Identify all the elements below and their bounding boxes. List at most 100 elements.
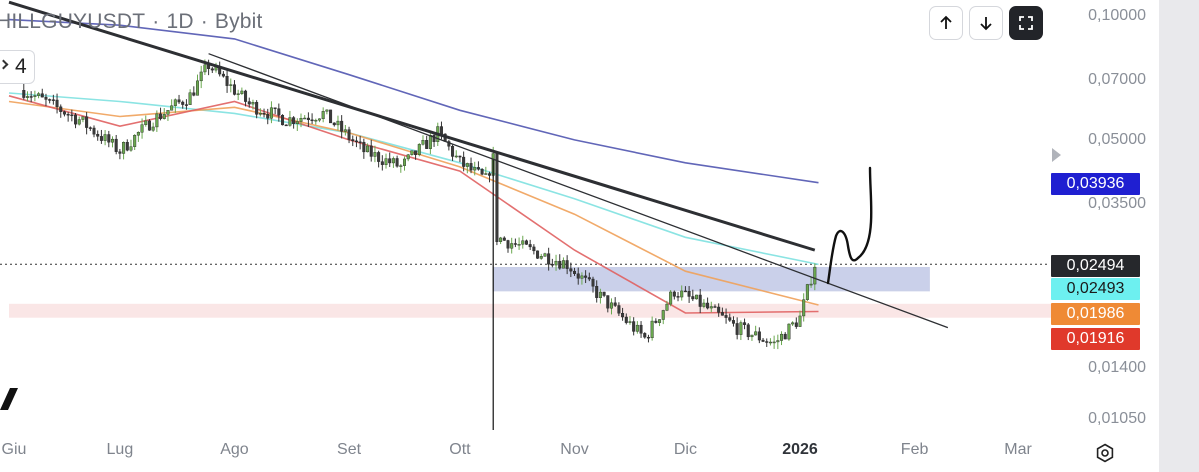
fullscreen-button[interactable]	[1009, 6, 1043, 40]
candle-body	[650, 320, 654, 339]
candle-body	[362, 141, 366, 153]
candle-body	[717, 306, 721, 313]
candle-body	[199, 71, 203, 82]
candle-body	[561, 260, 565, 269]
candle-body	[539, 256, 543, 259]
timeframe[interactable]: 1D	[166, 10, 194, 33]
candle-body	[336, 120, 340, 126]
candle-body	[654, 320, 658, 323]
candle-body	[351, 139, 355, 142]
time-tick: Ago	[220, 441, 249, 458]
candle-body	[332, 122, 336, 126]
candle-body	[573, 270, 577, 274]
candle-body	[665, 303, 669, 311]
red_zone	[9, 303, 1052, 318]
candle-body	[33, 95, 37, 97]
ma-blue-line	[8, 18, 819, 184]
candle-body	[391, 158, 395, 164]
candle-body	[580, 275, 584, 279]
price-tick: 0,01050	[1088, 410, 1146, 427]
candle-body	[672, 291, 676, 297]
chart-settings-button[interactable]	[1093, 441, 1117, 465]
candle-body	[388, 158, 392, 164]
collapse-arrow-icon[interactable]	[1052, 148, 1061, 162]
candle-body	[403, 158, 407, 166]
tradingview-logo-icon	[0, 386, 18, 412]
candle-body	[750, 334, 754, 338]
exchange-separator: ·	[200, 10, 208, 33]
candle-body	[295, 121, 299, 124]
scroll-down-button[interactable]	[969, 6, 1003, 40]
blue_zone	[492, 266, 930, 292]
candle-body	[406, 154, 410, 160]
symbol-title: HILLGUYUSDT · 1D · Bybit	[0, 10, 263, 34]
price-chart[interactable]	[0, 0, 1159, 440]
candle-body	[262, 113, 266, 115]
candle-body	[454, 155, 458, 158]
candle-body	[155, 113, 159, 128]
candle-body	[196, 80, 200, 96]
candle-body	[794, 322, 798, 327]
candle-body	[713, 306, 717, 308]
time-tick: Dic	[673, 441, 697, 458]
candle-body	[558, 260, 562, 269]
candle-body	[550, 264, 554, 266]
candle-body	[203, 64, 207, 73]
indicators-toggle[interactable]: 4	[0, 50, 35, 84]
candle-body	[783, 333, 787, 340]
candle-body	[247, 101, 251, 105]
candle-body	[192, 92, 196, 96]
exchange: Bybit	[214, 10, 263, 33]
candle-body	[680, 290, 684, 298]
candle-body	[325, 109, 329, 112]
candle-body	[269, 107, 273, 119]
candle-body	[25, 96, 29, 98]
candle-body	[136, 132, 140, 136]
candle-body	[524, 240, 528, 245]
candle-body	[273, 107, 277, 109]
candle-body	[133, 134, 137, 147]
trendline-thick	[8, 0, 816, 252]
candle-body	[284, 124, 288, 127]
price-tick: 0,03500	[1088, 194, 1146, 212]
candle-body	[706, 302, 710, 309]
time-tick: Nov	[560, 441, 589, 458]
candle-body	[81, 116, 85, 120]
candle-body	[188, 92, 192, 105]
candle-body	[62, 111, 66, 115]
candle-body	[669, 291, 673, 305]
price-label-last-price: 0,02494	[1051, 255, 1140, 277]
candle-body	[805, 284, 809, 300]
candle-body	[51, 99, 55, 101]
candle-body	[609, 302, 613, 309]
candle-body	[384, 158, 388, 165]
candle-body	[621, 313, 625, 318]
candle-body	[159, 113, 163, 119]
candle-body	[40, 93, 44, 98]
candle-body	[44, 96, 48, 100]
candle-body	[480, 169, 484, 175]
candle-body	[380, 161, 384, 165]
candle-body	[543, 253, 547, 257]
candle-body	[55, 99, 59, 108]
candle-body	[676, 296, 680, 298]
candle-body	[29, 96, 33, 98]
candle-body	[484, 173, 488, 175]
scroll-up-button[interactable]	[929, 6, 963, 40]
candle-body	[754, 331, 758, 336]
candle-body	[354, 140, 358, 143]
candle-body	[495, 153, 499, 242]
candle-body	[428, 135, 432, 149]
candle-body	[488, 173, 492, 176]
candle-body	[140, 124, 144, 133]
time-axis[interactable]: Giu Lug Ago Set Ott Nov Dic 2026 Feb Mar	[0, 441, 1159, 465]
price-scale[interactable]: 0,10000 0,07000 0,05000 0,03500 0,01400 0,010…	[1050, 0, 1159, 472]
time-tick: Set	[337, 441, 362, 458]
candle-body	[809, 283, 813, 286]
candle-body	[780, 333, 784, 341]
ma-orange-line	[8, 100, 819, 306]
candle-body	[513, 243, 517, 245]
candle-body	[369, 145, 373, 157]
candle-body	[798, 315, 802, 327]
candle-body	[173, 99, 177, 106]
